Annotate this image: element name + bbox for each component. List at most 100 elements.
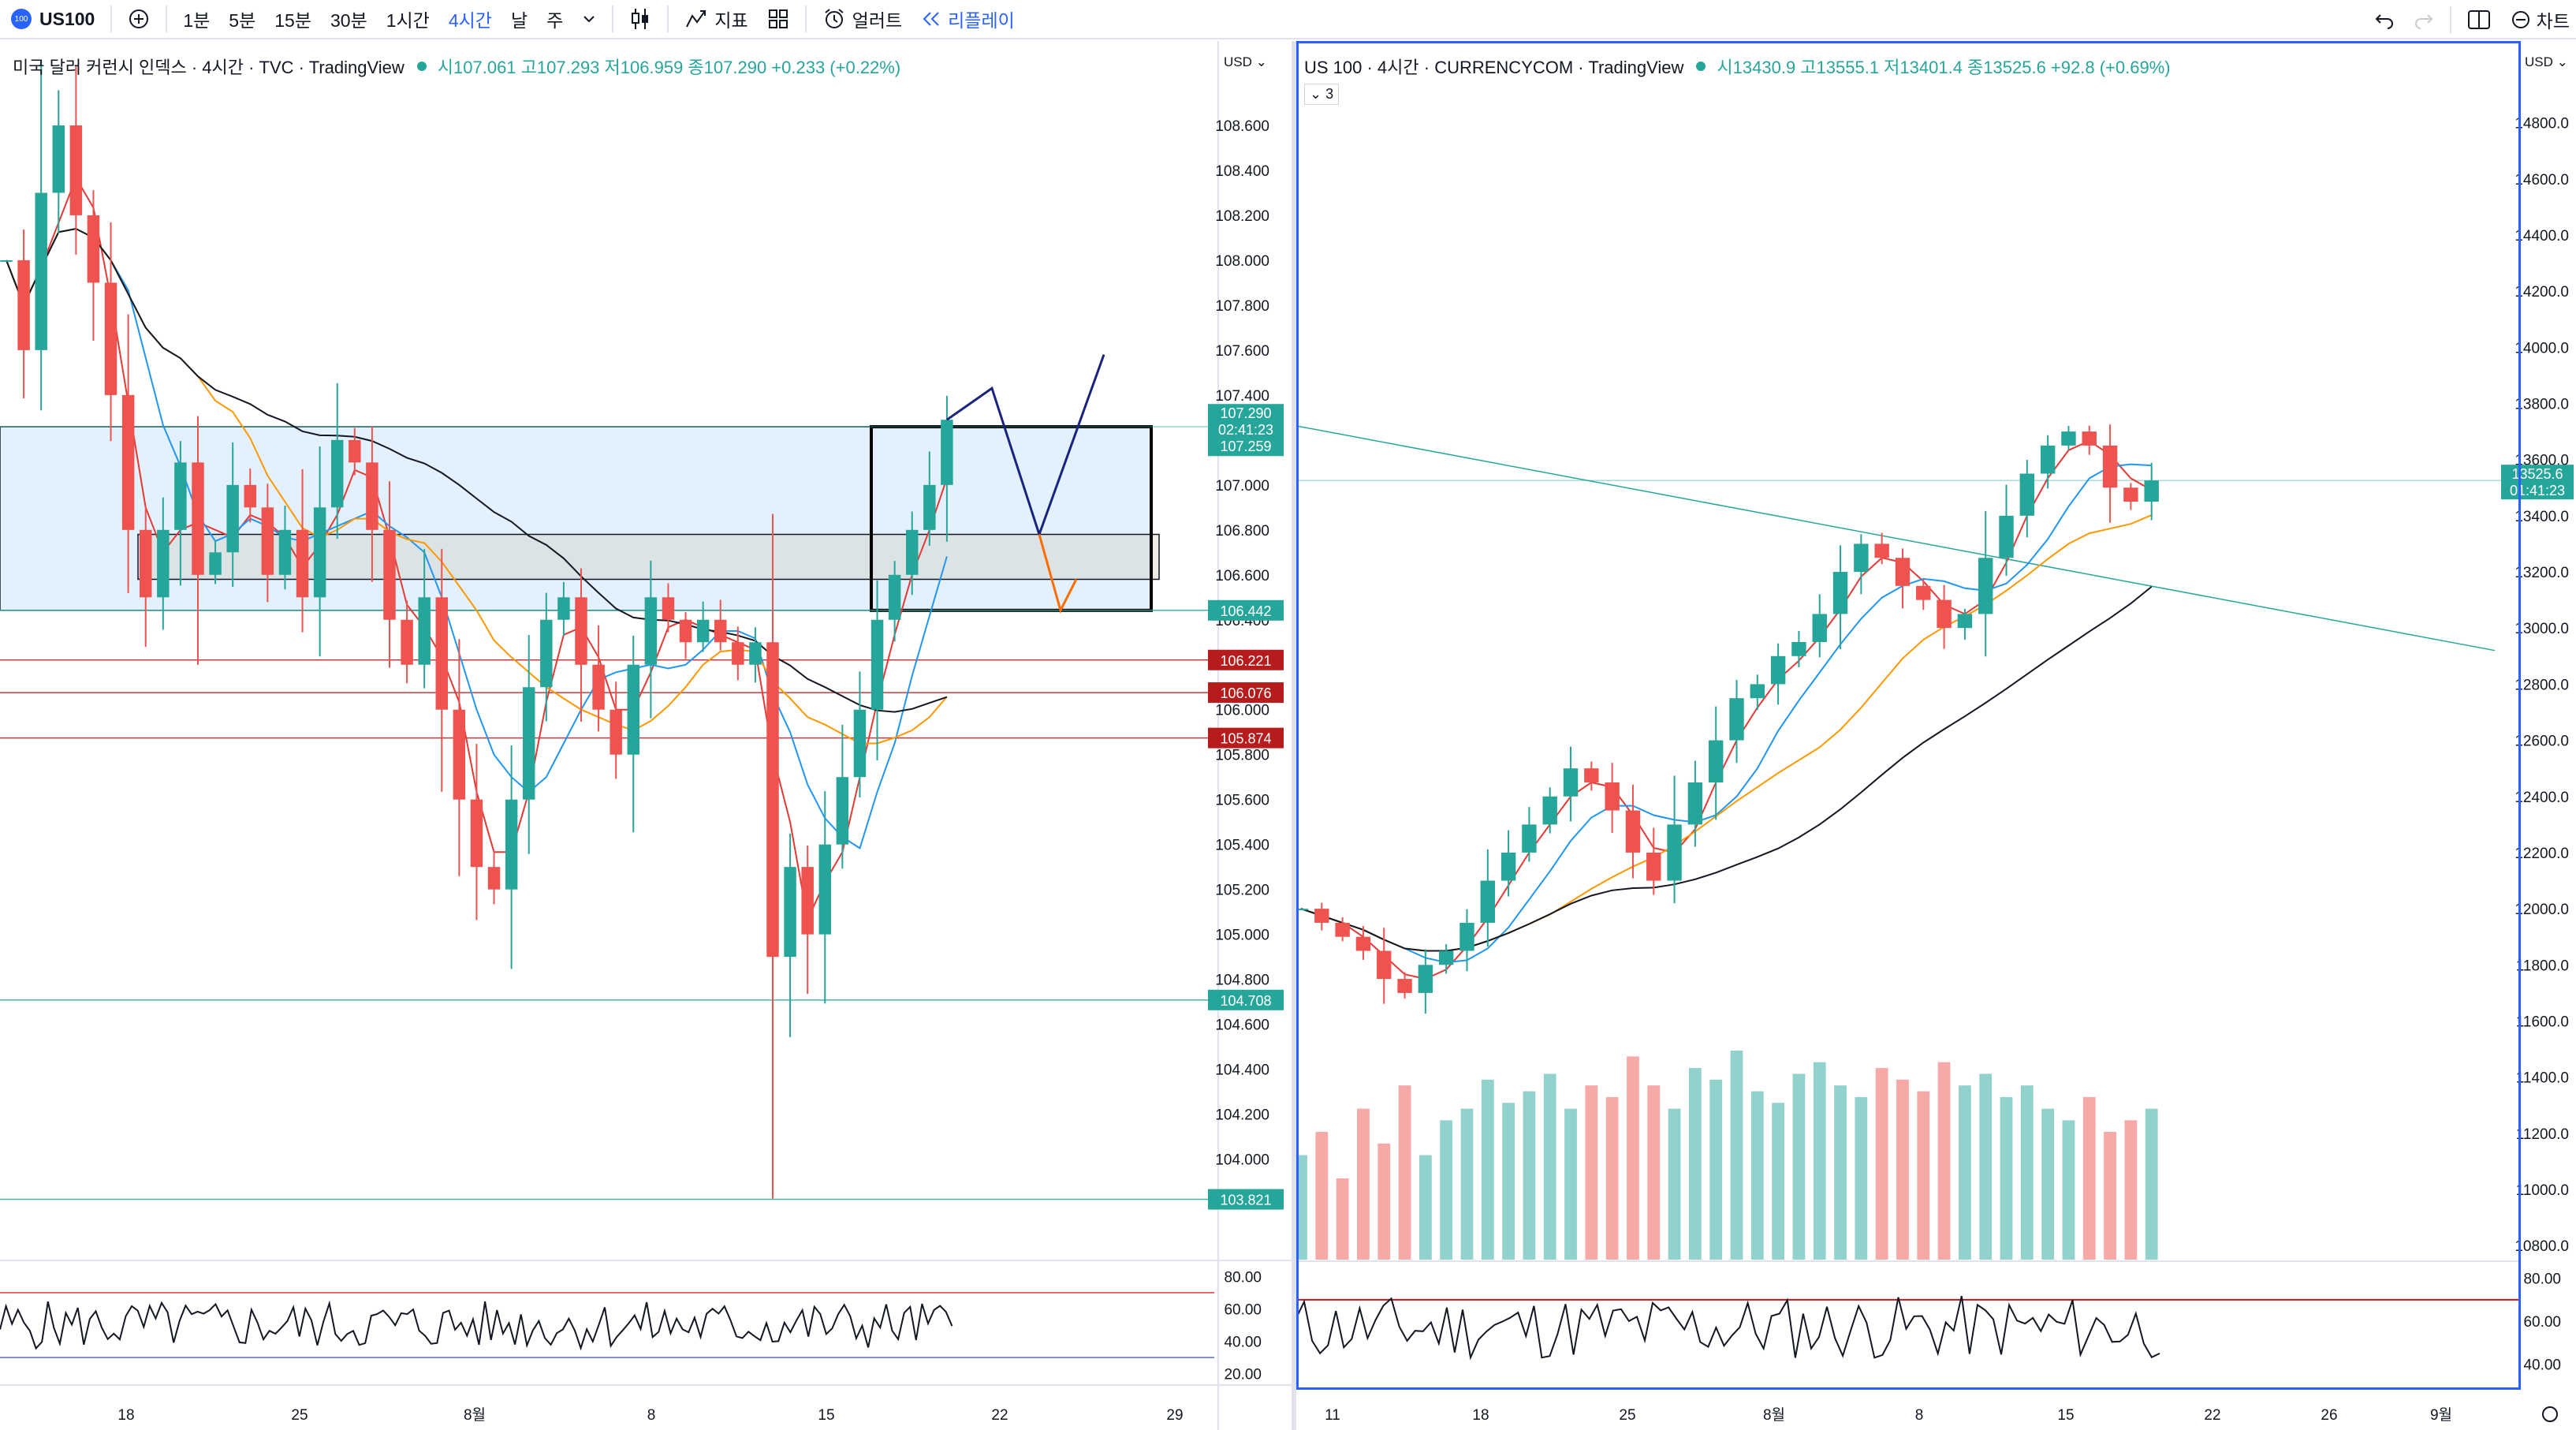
- interval-4h[interactable]: 4시간: [448, 10, 492, 31]
- right-price-tick: 13400.0: [2514, 509, 2569, 525]
- symbol-search[interactable]: 100 US100: [0, 0, 104, 39]
- left-candle: [174, 462, 187, 530]
- templates-button[interactable]: [758, 0, 799, 39]
- right-volume-bar: [1875, 1068, 1888, 1260]
- indicator-count: 3: [1325, 86, 1334, 102]
- redo-button[interactable]: [2404, 0, 2444, 39]
- replay-label: 리플레이: [948, 10, 1015, 31]
- right-time-tick: 11: [1325, 1407, 1340, 1424]
- toolbar-separator: [2449, 6, 2451, 33]
- right-price-tick: 10800.0: [2514, 1238, 2569, 1255]
- left-blue-zone: [0, 426, 1152, 611]
- interval-dropdown[interactable]: [572, 0, 606, 39]
- right-legend: US 100 · 4시간 · CURRENCYCOM · TradingView…: [1304, 54, 2171, 79]
- interval-30m[interactable]: 30분: [330, 10, 367, 31]
- right-chart-canvas[interactable]: 14800.0 14600.0 14400.0 14200.0 14000.0 13800…: [1296, 41, 2576, 1430]
- left-candle: [487, 867, 501, 890]
- interval-day[interactable]: 날: [510, 10, 528, 31]
- left-level-tag-label: 106.221: [1220, 653, 1271, 669]
- right-rsi-tick: 80.00: [2523, 1271, 2561, 1288]
- right-candle: [1459, 922, 1474, 951]
- right-candle: [1708, 740, 1724, 782]
- compare-symbol-button[interactable]: [118, 0, 159, 39]
- plus-circle-icon: [129, 9, 149, 28]
- right-volume-bar: [1357, 1108, 1370, 1260]
- left-price-tick: 105.600: [1215, 793, 1269, 809]
- right-chart-pane[interactable]: 14800.0 14600.0 14400.0 14200.0 14000.0 13800…: [1296, 41, 2576, 1430]
- right-candle: [1729, 698, 1744, 741]
- layout-button[interactable]: [2458, 0, 2500, 39]
- right-volume-bar: [1315, 1132, 1329, 1260]
- left-chart-pane[interactable]: 108.600 108.400 108.200 108.000 107.800 107.6…: [0, 41, 1292, 1430]
- right-volume-bar: [1523, 1091, 1536, 1260]
- right-volume-bar: [2062, 1120, 2075, 1260]
- right-volume-bar: [1585, 1085, 1598, 1260]
- alert-button[interactable]: 얼러트: [813, 0, 911, 39]
- left-time-tick: 8월: [464, 1406, 486, 1424]
- right-price-tick: 14000.0: [2514, 340, 2569, 357]
- left-candle: [226, 484, 239, 553]
- right-price-tick: 11000.0: [2516, 1182, 2569, 1199]
- left-price-tick: 108.400: [1215, 163, 1269, 180]
- right-candle: [1916, 585, 1931, 600]
- replay-button[interactable]: 리플레이: [911, 0, 1024, 39]
- settings-gear-icon[interactable]: [2542, 1406, 2558, 1422]
- left-price-tick: 106.800: [1215, 523, 1269, 540]
- right-price-tick: 13000.0: [2514, 621, 2569, 637]
- chart-menu-button[interactable]: 차트: [2500, 0, 2576, 39]
- interval-week[interactable]: 주: [546, 10, 564, 31]
- left-price-tick: 107.400: [1215, 388, 1269, 405]
- left-countdown: 02:41:23: [1218, 422, 1273, 438]
- right-volume-bar: [1834, 1085, 1847, 1260]
- right-price-tick: 12800.0: [2514, 677, 2569, 693]
- right-legend-title: US 100 · 4시간 · CURRENCYCOM · TradingView: [1304, 58, 1684, 77]
- left-candle: [139, 529, 152, 598]
- right-candle: [1874, 543, 1889, 558]
- right-price-tick: 12600.0: [2514, 734, 2569, 750]
- left-candle: [349, 439, 361, 463]
- chart-type-button[interactable]: [620, 0, 661, 39]
- right-candle: [2040, 445, 2056, 474]
- right-candle: [1584, 768, 1599, 782]
- left-candle: [418, 597, 431, 665]
- left-time-tick: 25: [291, 1407, 308, 1424]
- right-candle: [1355, 936, 1371, 951]
- left-market-status-dot: [416, 62, 427, 71]
- left-candle: [470, 799, 483, 868]
- left-candle: [714, 619, 727, 643]
- interval-1h[interactable]: 1시간: [386, 10, 430, 31]
- interval-15m[interactable]: 15분: [274, 10, 311, 31]
- left-price-tick: 105.000: [1215, 928, 1269, 944]
- right-price-tick: 11200.0: [2516, 1126, 2569, 1143]
- left-price-tick: 107.600: [1215, 343, 1269, 360]
- left-candle: [244, 484, 257, 508]
- indicator-collapse-button[interactable]: ⌄ 3: [1304, 84, 1340, 105]
- right-price-tick: 11400.0: [2516, 1070, 2569, 1087]
- right-volume-bar: [1813, 1062, 1826, 1260]
- left-price-tick: 106.000: [1215, 703, 1269, 719]
- left-candle: [696, 619, 710, 643]
- left-price-tick: 107.800: [1215, 298, 1269, 315]
- right-price-tick: 14800.0: [2514, 116, 2569, 133]
- left-candle: [104, 282, 117, 395]
- left-level-tag-label: 106.442: [1220, 603, 1271, 619]
- chart-menu-icon: [2511, 11, 2529, 28]
- right-candle: [1397, 979, 1412, 993]
- pane-divider[interactable]: [1292, 41, 1296, 1430]
- left-chart-canvas[interactable]: 108.600 108.400 108.200 108.000 107.800 107.6…: [0, 41, 1292, 1430]
- left-candle: [401, 619, 413, 665]
- left-price-tick: 104.800: [1215, 973, 1269, 989]
- left-candle: [905, 529, 919, 575]
- right-time-tick: 15: [2057, 1407, 2074, 1424]
- left-level-tag: [1208, 727, 1284, 749]
- undo-button[interactable]: [2365, 0, 2404, 39]
- left-price-tick: 104.400: [1215, 1062, 1269, 1079]
- right-candle: [1438, 950, 1454, 965]
- left-level-tag-label: 104.708: [1220, 993, 1271, 1009]
- layout-icon: [2467, 10, 2490, 29]
- right-volume-bar: [1772, 1103, 1785, 1260]
- interval-1m[interactable]: 1분: [183, 10, 211, 31]
- indicators-button[interactable]: 지표: [675, 0, 757, 39]
- interval-5m[interactable]: 5분: [229, 10, 256, 31]
- right-volume-bar: [1336, 1178, 1349, 1260]
